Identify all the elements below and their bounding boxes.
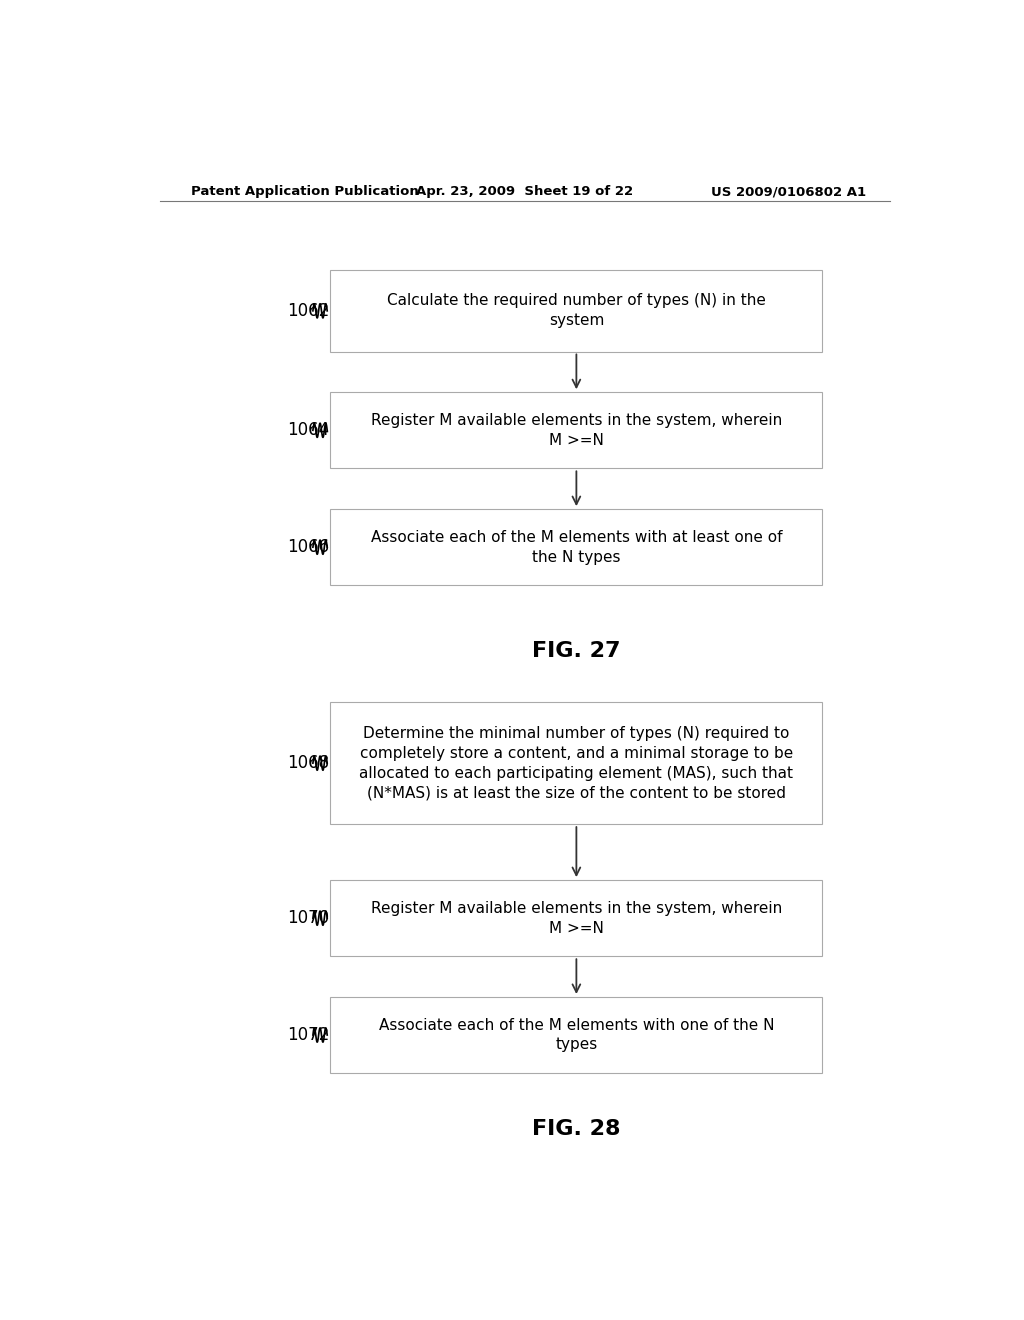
Bar	[331, 997, 822, 1073]
Text: Associate each of the M elements with one of the N
types: Associate each of the M elements with on…	[379, 1018, 774, 1052]
Text: FIG. 27: FIG. 27	[532, 642, 621, 661]
Text: Determine the minimal number of types (N) required to
completely store a content: Determine the minimal number of types (N…	[359, 726, 794, 800]
Text: 1068: 1068	[287, 754, 329, 772]
Bar	[331, 880, 822, 956]
Text: Associate each of the M elements with at least one of
the N types: Associate each of the M elements with at…	[371, 529, 782, 565]
Text: 1066: 1066	[287, 539, 329, 556]
Bar	[331, 510, 822, 585]
Text: Calculate the required number of types (N) in the
system: Calculate the required number of types (…	[387, 293, 766, 329]
Text: Patent Application Publication: Patent Application Publication	[191, 185, 419, 198]
Text: 1062: 1062	[287, 302, 329, 319]
Text: 1064: 1064	[287, 421, 329, 440]
Text: Apr. 23, 2009  Sheet 19 of 22: Apr. 23, 2009 Sheet 19 of 22	[416, 185, 634, 198]
Text: 1070: 1070	[287, 909, 329, 927]
Text: FIG. 28: FIG. 28	[532, 1119, 621, 1139]
Bar	[331, 271, 822, 351]
Bar	[331, 702, 822, 824]
Text: Register M available elements in the system, wherein
M >=N: Register M available elements in the sys…	[371, 900, 782, 936]
Text: US 2009/0106802 A1: US 2009/0106802 A1	[711, 185, 866, 198]
Bar	[331, 392, 822, 469]
Text: 1072: 1072	[287, 1026, 329, 1044]
Text: Register M available elements in the system, wherein
M >=N: Register M available elements in the sys…	[371, 413, 782, 447]
